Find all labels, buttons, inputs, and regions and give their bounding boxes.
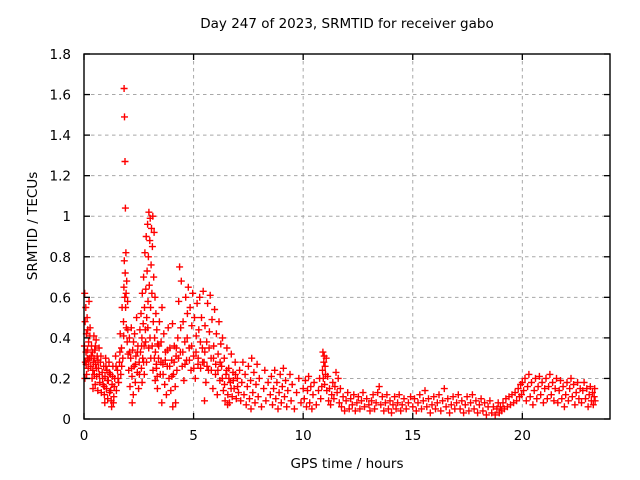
y-tick-label: 0 [62,412,71,428]
chart-title: Day 247 of 2023, SRMTID for receiver gab… [200,16,494,32]
x-tick-label: 0 [80,428,89,444]
y-tick-label: 0.4 [50,331,71,347]
y-tick-label: 1 [62,209,71,225]
plot-border [83,53,611,420]
x-tick-label: 15 [404,428,421,444]
y-tick-label: 0.8 [50,250,71,266]
x-tick-label: 5 [189,428,198,444]
y-tick-label: 0.6 [50,290,71,306]
x-axis-label: GPS time / hours [290,456,404,472]
x-tick-label: 10 [295,428,312,444]
y-tick-label: 1.4 [50,128,71,144]
x-tick-label: 20 [514,428,531,444]
y-tick-label: 1.6 [50,88,71,104]
y-tick-label: 0.2 [50,371,71,387]
y-tick-label: 1.2 [50,169,71,185]
y-tick-label: 1.8 [50,47,71,63]
